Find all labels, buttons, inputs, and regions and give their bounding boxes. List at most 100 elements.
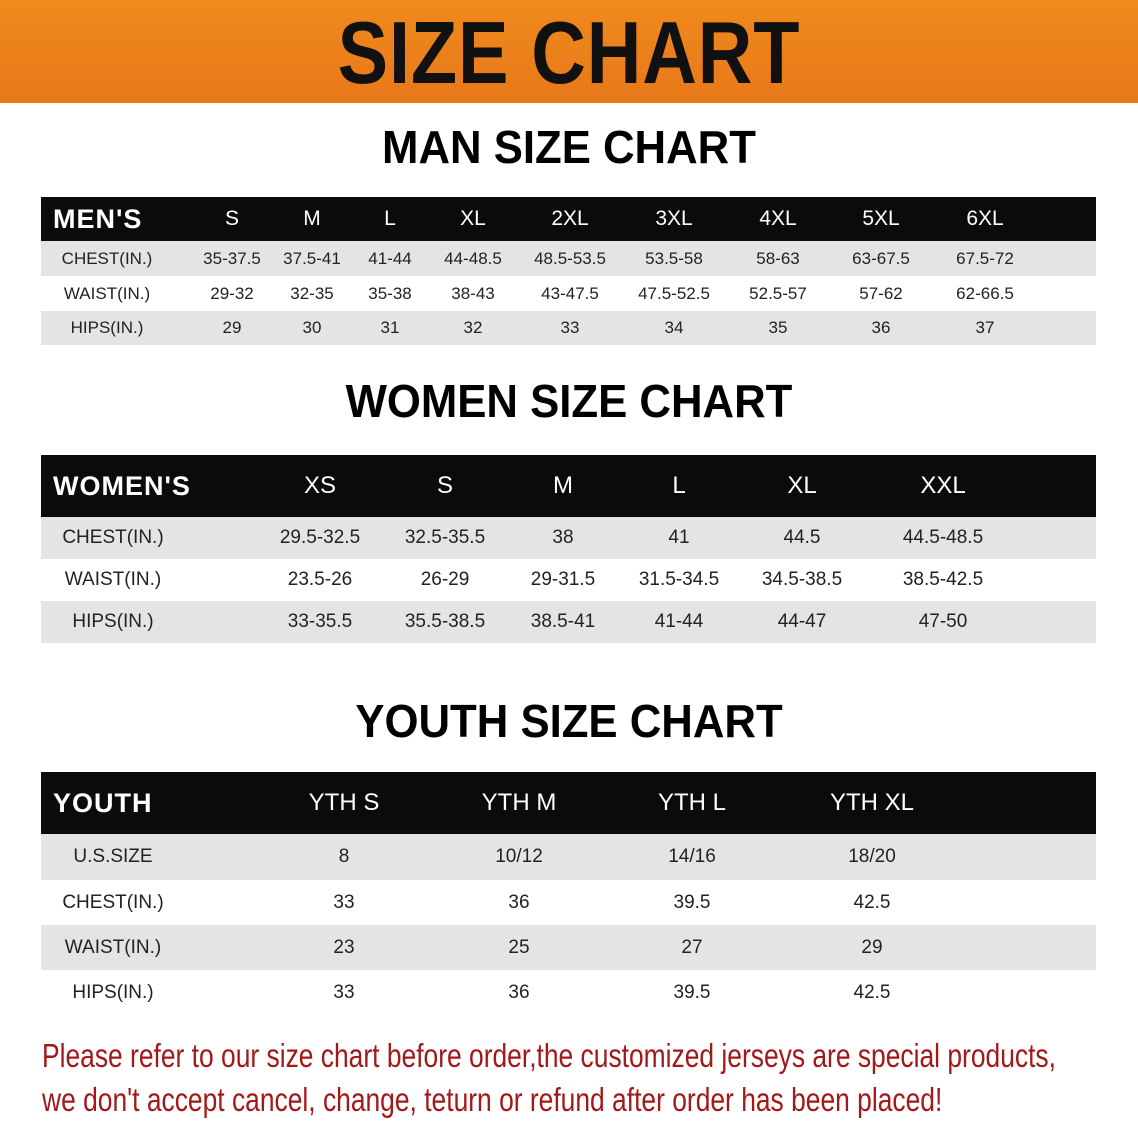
youth-section-title: YOUTH SIZE CHART [355,695,783,747]
row-label: WAIST(IN.) [63,283,151,303]
table-cell: 35-37.5 [203,248,261,268]
table-cell: 31.5-34.5 [638,569,720,590]
table-cell: 32.5-35.5 [404,527,486,548]
table-cell: 38.5-42.5 [902,569,984,590]
table-cell: 33 [560,318,580,337]
table-cell: 35 [768,318,788,337]
table-cell: 42.5 [853,891,891,913]
table-row: CHEST(IN.) 33 36 39.5 42.5 [41,880,1096,925]
table-cell: 43-47.5 [541,283,599,303]
table-cell: 29 [861,936,883,958]
table-cell: 25 [508,936,530,958]
table-row: WAIST(IN.) 23.5-26 26-29 29-31.5 31.5-34.5 34… [41,559,1096,601]
table-cell: 41-44 [654,611,704,632]
header-cell: 4XL [759,207,797,230]
header-cell: YTH S [308,789,380,816]
header-cell: XXL [920,472,966,499]
header-cell: S [436,472,454,499]
men-section-title: MAN SIZE CHART [382,121,756,173]
banner-title: SIZE CHART [337,3,801,102]
table-cell: 8 [338,846,350,867]
row-label: CHEST(IN.) [61,248,153,268]
table-cell: 39.5 [673,891,711,913]
table-cell: 41 [668,527,690,548]
table-row: U.S.SIZE 8 10/12 14/16 18/20 [41,834,1096,880]
table-cell: 44.5-48.5 [902,527,984,548]
table-cell: 38 [552,527,574,548]
header-cell: 2XL [551,207,589,230]
table-cell: 44-48.5 [444,248,502,268]
table-cell: 29-32 [210,283,254,303]
row-label: HIPS(IN.) [72,981,154,1003]
table-cell: 53.5-58 [645,248,703,268]
table-row: CHEST(IN.) 35-37.5 37.5-41 41-44 44-48.5 48.5… [41,241,1096,276]
notice-line-1: Please refer to our size chart before or… [42,1037,1056,1074]
table-cell: 23.5-26 [287,569,353,590]
header-cell: 3XL [655,207,693,230]
table-cell: 14/16 [668,846,716,867]
table-cell: 18/20 [848,846,896,867]
table-cell: 29 [222,318,242,337]
table-cell: 35-38 [368,283,412,303]
header-cell: L [672,472,686,499]
table-cell: 47-50 [918,611,968,632]
table-cell: 32-35 [290,283,334,303]
table-cell: 37.5-41 [283,248,341,268]
header-cell: 6XL [966,207,1004,230]
row-label: CHEST(IN.) [62,891,164,913]
row-label: U.S.SIZE [73,846,153,867]
table-header-row: YOUTH YTH S YTH M YTH L YTH XL [41,772,1096,834]
table-header-row: MEN'S S M L XL 2XL 3XL 4XL 5XL 6XL [41,197,1096,241]
header-cell: WOMEN'S [53,470,191,501]
table-cell: 23 [333,936,355,958]
table-header-row: WOMEN'S XS S M L XL XXL [41,455,1096,517]
notice-line-2: we don't accept cancel, change, teturn o… [42,1081,943,1118]
table-cell: 38-43 [451,283,495,303]
header-cell: S [224,207,240,230]
header-cell: M [303,207,321,230]
table-cell: 44-47 [777,611,827,632]
header-cell: M [553,472,573,499]
table-cell: 34.5-38.5 [761,569,843,590]
table-cell: 39.5 [673,981,711,1003]
table-cell: 30 [302,318,322,337]
table-row: HIPS(IN.) 33 36 39.5 42.5 [41,970,1096,1015]
header-cell: YTH M [481,789,557,816]
row-label: WAIST(IN.) [64,569,162,590]
row-label: HIPS(IN.) [70,318,144,337]
row-label: HIPS(IN.) [72,611,154,632]
table-cell: 35.5-38.5 [404,611,486,632]
table-cell: 48.5-53.5 [534,248,606,268]
header-cell: MEN'S [53,203,143,234]
table-row: HIPS(IN.) 29 30 31 32 33 34 35 36 37 [41,311,1096,345]
table-cell: 33 [333,891,355,913]
table-cell: 37 [975,318,995,337]
header-cell: XL [460,207,486,230]
table-row: WAIST(IN.) 29-32 32-35 35-38 38-43 43-47.5 47.… [41,276,1096,311]
women-section-title: WOMEN SIZE CHART [345,375,793,427]
table-row: HIPS(IN.) 33-35.5 35.5-38.5 38.5-41 41-44 44-… [41,601,1096,643]
table-cell: 42.5 [853,981,891,1003]
banner: SIZE CHART [0,0,1138,103]
header-cell: YOUTH [53,787,153,818]
table-cell: 29.5-32.5 [279,527,361,548]
table-cell: 29-31.5 [530,569,596,590]
table-cell: 33 [333,981,355,1003]
table-cell: 34 [664,318,684,337]
table-cell: 10/12 [495,846,543,867]
row-label: WAIST(IN.) [64,936,162,958]
table-cell: 67.5-72 [956,248,1014,268]
table-cell: 31 [380,318,400,337]
row-label: CHEST(IN.) [62,527,164,548]
table-cell: 26-29 [420,569,470,590]
table-cell: 27 [681,936,703,958]
table-cell: 62-66.5 [956,283,1014,303]
header-cell: XS [303,472,337,499]
table-cell: 58-63 [756,248,800,268]
table-cell: 41-44 [368,248,412,268]
table-cell: 63-67.5 [852,248,910,268]
header-cell: YTH XL [829,789,915,816]
header-cell: 5XL [862,207,900,230]
header-cell: YTH L [657,789,727,816]
header-cell: L [384,207,396,230]
